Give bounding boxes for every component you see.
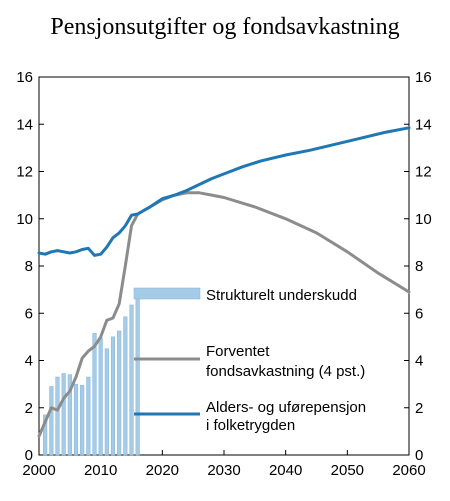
bar — [55, 376, 60, 456]
y-tick-label-right: 10 — [415, 211, 432, 228]
bar — [135, 288, 140, 456]
y-tick-label-left: 4 — [25, 353, 33, 370]
bar — [123, 316, 128, 456]
y-tick-label-left: 14 — [16, 116, 33, 133]
y-tick-label-right: 14 — [415, 116, 432, 133]
y-tick-label-left: 8 — [25, 258, 33, 275]
bar — [61, 373, 66, 456]
legend-label-forventet-line1: Forventet — [206, 343, 270, 360]
y-tick-label-left: 2 — [25, 400, 33, 417]
y-tick-label-right: 6 — [415, 305, 423, 322]
x-tick-label: 2010 — [84, 462, 117, 479]
y-tick-label-right: 0 — [415, 447, 423, 464]
x-tick-label: 2060 — [392, 462, 425, 479]
y-tick-label-left: 12 — [16, 164, 33, 181]
y-tick-label-right: 8 — [415, 258, 423, 275]
y-tick-label-right: 4 — [415, 353, 423, 370]
y-tick-label-right: 12 — [415, 164, 432, 181]
x-tick-label: 2000 — [22, 462, 55, 479]
line-forventet-fondsavkastning — [37, 191, 411, 438]
y-tick-label-left: 0 — [25, 447, 33, 464]
legend-label-alders-line2: i folketrygden — [206, 417, 295, 434]
bar — [80, 385, 85, 456]
bar — [92, 333, 97, 456]
bar — [110, 336, 116, 456]
x-tick-label: 2020 — [146, 462, 179, 479]
legend-swatch-bars — [133, 287, 201, 300]
y-tick-label-left: 6 — [25, 305, 33, 322]
y-tick-label-left: 10 — [16, 211, 33, 228]
x-tick-label: 2050 — [331, 462, 364, 479]
y-tick-label-right: 2 — [415, 400, 423, 417]
bar — [129, 304, 134, 456]
chart-title: Pensjonsutgifter og fondsavkastning — [50, 14, 400, 40]
x-tick-label: 2040 — [269, 462, 302, 479]
x-tick-label: 2030 — [207, 462, 240, 479]
line-alders-uforepensjon — [37, 126, 411, 257]
bar — [73, 383, 79, 456]
bar — [67, 374, 72, 456]
bar — [43, 414, 48, 456]
bar — [49, 386, 54, 456]
legend-label-alders-line1: Alders- og uførepensjon — [206, 399, 366, 416]
bar — [117, 330, 122, 456]
bar — [98, 337, 103, 456]
legend-label-strukturelt-underskudd: Strukturelt underskudd — [206, 287, 357, 304]
y-tick-label-left: 16 — [16, 69, 33, 86]
bar — [86, 376, 91, 456]
legend-label-forventet-line2: fondsavkastning (4 pst.) — [206, 363, 365, 380]
bar — [104, 348, 109, 456]
y-tick-label-right: 16 — [415, 69, 432, 86]
